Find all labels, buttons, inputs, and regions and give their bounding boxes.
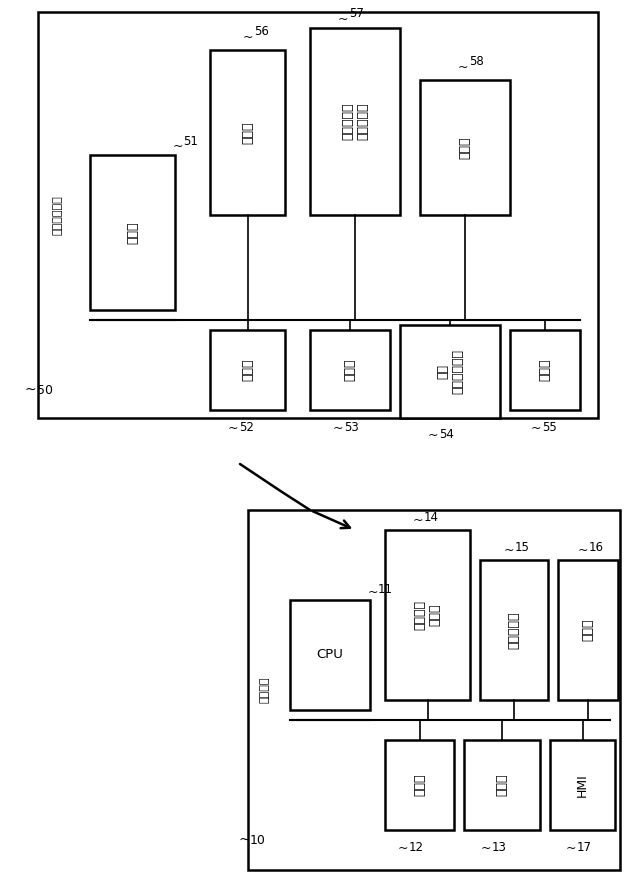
Text: ~: ~ <box>504 544 515 557</box>
Text: 52: 52 <box>239 421 254 434</box>
Text: 11: 11 <box>378 583 393 596</box>
Bar <box>510 330 580 410</box>
Text: ~: ~ <box>338 13 349 26</box>
Bar <box>210 50 285 215</box>
Text: 補正部: 補正部 <box>458 136 472 159</box>
Text: ~: ~ <box>428 429 438 442</box>
Text: ~: ~ <box>566 842 577 855</box>
Text: HMI: HMI <box>576 773 589 797</box>
Text: 車載装置: 車載装置 <box>260 677 270 703</box>
Bar <box>550 740 615 830</box>
Text: 通信部: 通信部 <box>413 773 426 797</box>
Text: 54: 54 <box>439 428 454 441</box>
Bar <box>210 330 285 410</box>
Bar <box>558 560 618 700</box>
Text: 10: 10 <box>250 834 266 846</box>
Text: ~: ~ <box>25 383 36 397</box>
Bar <box>310 330 390 410</box>
Bar <box>38 12 598 418</box>
Text: 58: 58 <box>469 55 484 68</box>
Text: ~: ~ <box>243 31 253 44</box>
Bar <box>385 740 454 830</box>
Text: 停止制御部: 停止制御部 <box>508 612 520 649</box>
Text: 13: 13 <box>492 841 507 854</box>
Bar <box>480 560 548 700</box>
Text: ~: ~ <box>368 586 378 599</box>
Text: 55: 55 <box>542 421 557 434</box>
Text: 15: 15 <box>515 541 530 554</box>
Text: 制御部: 制御部 <box>126 221 139 244</box>
Text: 設定部: 設定部 <box>582 619 595 641</box>
Text: 57: 57 <box>349 7 364 20</box>
Text: 12: 12 <box>409 841 424 854</box>
Text: CPU: CPU <box>317 648 344 661</box>
Text: 通信部: 通信部 <box>241 359 254 381</box>
Bar <box>400 325 500 418</box>
Text: ~: ~ <box>481 842 492 855</box>
Bar <box>420 80 510 215</box>
Text: 14: 14 <box>424 511 439 524</box>
Text: 56: 56 <box>254 25 269 38</box>
Text: ~: ~ <box>413 514 424 527</box>
Text: ~: ~ <box>228 422 239 435</box>
Bar <box>385 530 470 700</box>
Text: 51: 51 <box>183 135 198 148</box>
Text: ~: ~ <box>238 833 250 847</box>
Text: ~: ~ <box>531 422 541 435</box>
Text: 記憶部: 記憶部 <box>495 773 509 797</box>
Text: ~: ~ <box>398 842 408 855</box>
Bar <box>310 28 400 215</box>
Text: 特定部: 特定部 <box>241 121 254 144</box>
Text: 停止時間
算出部: 停止時間 算出部 <box>413 600 442 630</box>
Text: ~: ~ <box>333 422 344 435</box>
Text: 選択部: 選択部 <box>538 359 552 381</box>
Text: 17: 17 <box>577 841 592 854</box>
Text: 53: 53 <box>344 421 359 434</box>
Text: 運転支援装置: 運転支援装置 <box>53 195 63 235</box>
Bar <box>90 155 175 310</box>
Text: 発進交通流
速度算出部: 発進交通流 速度算出部 <box>341 103 369 140</box>
Bar <box>290 600 370 710</box>
Text: 16: 16 <box>589 541 604 554</box>
Text: 記憶部: 記憶部 <box>344 359 356 381</box>
Text: ~: ~ <box>458 61 468 74</box>
Text: ~: ~ <box>173 140 184 153</box>
Bar <box>248 510 620 870</box>
Text: 地図
データベース: 地図 データベース <box>436 349 464 394</box>
Text: 50: 50 <box>37 383 53 396</box>
Bar <box>464 740 540 830</box>
Text: ~: ~ <box>578 544 589 557</box>
